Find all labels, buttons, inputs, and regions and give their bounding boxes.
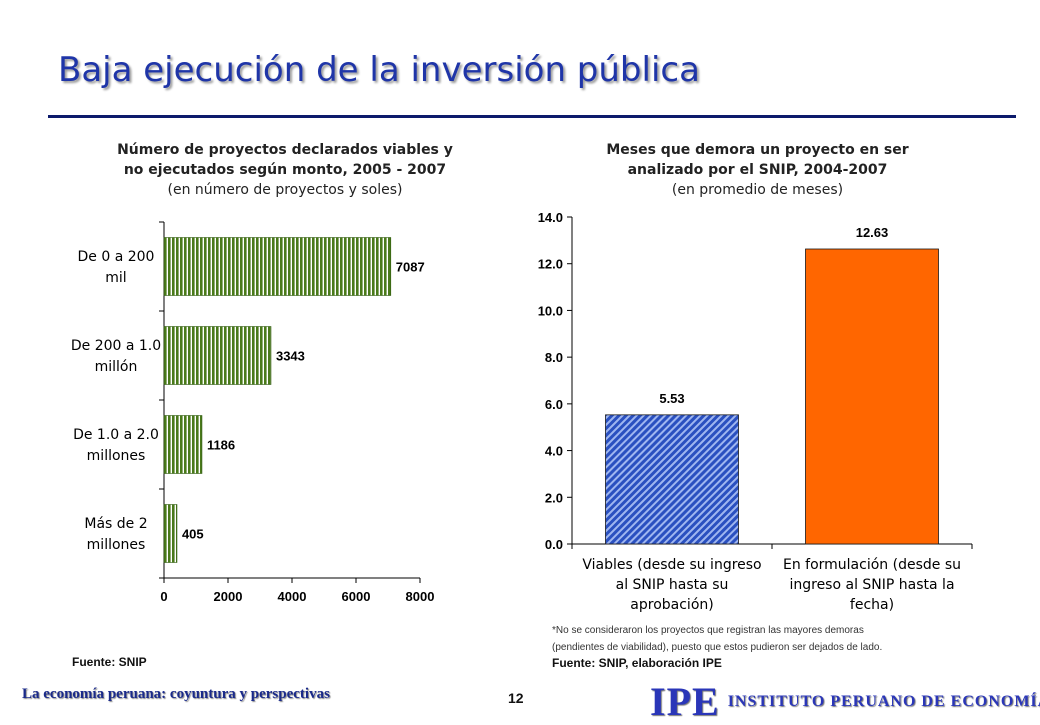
right-chart-title-line2: analizado por el SNIP, 2004-2007 [627, 162, 888, 178]
hbar-data-label: 3343 [276, 349, 305, 364]
vbar-data-label: 12.63 [856, 225, 889, 240]
vbar-bar [605, 414, 739, 545]
vbar-y-tick-label: 4.0 [545, 444, 563, 459]
hbar-category-label: De 1.0 a 2.0 [73, 427, 159, 443]
vbar-category-label: al SNIP hasta su [616, 577, 729, 593]
vbar-chart: 0.0 2.0 4.0 6.0 8.0 10.0 12.0 14.0 5.53 Viables (… [538, 210, 973, 613]
hbar-category-label: millón [95, 359, 138, 375]
hbar-bar [163, 237, 392, 296]
hbar-x-tick-label: 0 [160, 589, 167, 604]
hbar-data-label: 405 [182, 527, 204, 542]
right-note-line1: *No se consideraron los proyectos que re… [552, 625, 864, 636]
right-source: Fuente: SNIP, elaboración IPE [552, 656, 722, 670]
vbar-y-tick-label: 12.0 [538, 257, 563, 272]
page-number: 12 [508, 690, 524, 706]
footer-text: La economía peruana: coyuntura y perspec… [22, 686, 330, 702]
hbar-x-tick-label: 8000 [406, 589, 435, 604]
right-note: *No se consideraron los proyectos que re… [552, 622, 1022, 656]
left-chart-title-line1: Número de proyectos declarados viables y [117, 142, 453, 158]
hbar-bar [163, 415, 203, 474]
hbar-data-label: 7087 [396, 260, 425, 275]
right-chart-title: Meses que demora un proyecto en ser anal… [545, 140, 970, 200]
hbar-x-tick-label: 4000 [278, 589, 307, 604]
left-source: Fuente: SNIP [72, 655, 147, 669]
hbar-bar [163, 504, 178, 563]
hbar-category-label: De 0 a 200 [78, 249, 155, 265]
left-chart-subtitle: (en número de proyectos y soles) [167, 182, 403, 198]
vbar-y-tick-label: 2.0 [545, 490, 563, 505]
logo-text: INSTITUTO PERUANO DE ECONOMÍA [727, 692, 1040, 710]
title-rule [48, 115, 1016, 118]
left-chart-title: Número de proyectos declarados viables y… [80, 140, 490, 200]
hbar-bar [163, 326, 272, 385]
vbar-category-label: fecha) [850, 597, 894, 613]
hbar-category-label: millones [87, 537, 146, 553]
hbar-chart: 0 2000 4000 6000 8000 7087 De 0 a 200 mil 3343 De… [71, 221, 435, 604]
hbar-data-label: 1186 [207, 438, 235, 453]
right-note-line2: (pendientes de viabilidad), puesto que e… [552, 642, 883, 653]
vbar-data-label: 5.53 [659, 391, 684, 406]
right-chart-subtitle: (en promedio de meses) [671, 182, 844, 198]
vbar-y-tick-label: 10.0 [538, 303, 563, 318]
logo-mark: IPE [650, 679, 720, 724]
hbar-category-label: De 200 a 1.0 [71, 338, 161, 354]
vbar-category-label: aprobación) [630, 597, 713, 613]
vbar-y-tick-label: 8.0 [545, 350, 563, 365]
vbar-y-tick-label: 0.0 [545, 537, 563, 552]
ipe-logo: IPE INSTITUTO PERUANO DE ECONOMÍA [650, 678, 1040, 725]
vbar-category-label: ingreso al SNIP hasta la [789, 577, 954, 593]
hbar-category-label: Más de 2 [84, 516, 147, 532]
right-chart-title-line1: Meses que demora un proyecto en ser [606, 142, 909, 158]
vbar-category-label: Viables (desde su ingreso [582, 557, 761, 573]
hbar-category-label: mil [105, 270, 126, 286]
vbar-y-tick-label: 6.0 [545, 397, 563, 412]
hbar-x-tick-label: 6000 [342, 589, 371, 604]
slide-title: Baja ejecución de la inversión pública [58, 50, 700, 90]
hbar-x-tick-label: 2000 [214, 589, 243, 604]
left-chart-title-line2: no ejecutados según monto, 2005 - 2007 [123, 162, 447, 178]
hbar-category-label: millones [87, 448, 146, 464]
vbar-y-tick-label: 14.0 [538, 210, 563, 225]
vbar-category-label: En formulación (desde su [783, 557, 961, 573]
vbar-bar [805, 248, 939, 545]
